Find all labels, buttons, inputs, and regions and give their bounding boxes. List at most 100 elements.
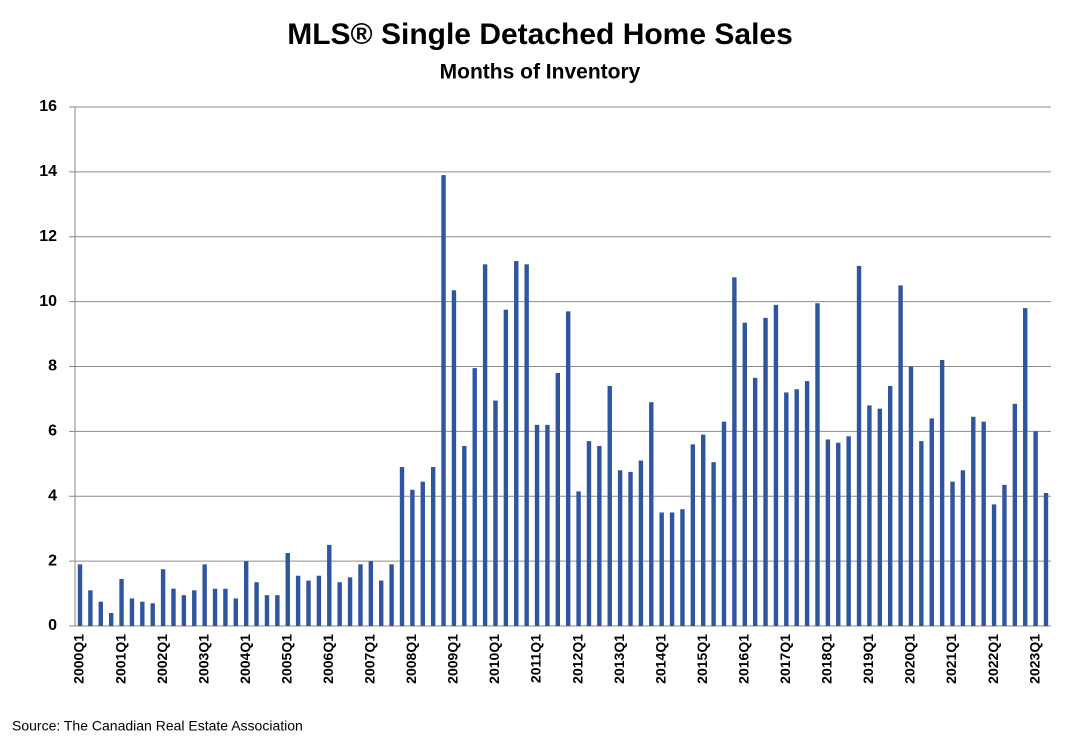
- bar: [379, 580, 384, 626]
- x-tick-label: 2012Q1: [569, 634, 585, 684]
- bar: [389, 564, 394, 626]
- chart-title: MLS® Single Detached Home Sales: [287, 18, 793, 51]
- bar: [701, 434, 706, 626]
- bar: [628, 471, 633, 626]
- x-tick-label: 2021Q1: [943, 634, 959, 684]
- x-tick-label: 2013Q1: [611, 634, 627, 684]
- x-tick-label: 2022Q1: [985, 634, 1001, 684]
- bar: [192, 590, 197, 626]
- x-tick-label: 2009Q1: [445, 634, 461, 684]
- bar: [493, 400, 498, 626]
- y-tick-label: 14: [39, 163, 57, 180]
- x-tick-label: 2004Q1: [237, 634, 253, 684]
- x-tick-label: 2019Q1: [860, 634, 876, 684]
- bar: [306, 580, 311, 626]
- bar: [825, 439, 831, 626]
- bar: [399, 467, 405, 626]
- bar: [243, 561, 249, 626]
- bar: [981, 421, 986, 626]
- bar: [1023, 308, 1028, 626]
- x-tick-label: 2016Q1: [735, 634, 751, 684]
- bar: [327, 544, 332, 626]
- x-tick-label: 2010Q1: [486, 634, 502, 684]
- bar: [659, 512, 664, 626]
- y-tick-label: 8: [48, 358, 57, 375]
- bar: [545, 424, 550, 626]
- bar: [254, 582, 259, 626]
- bar: [991, 504, 997, 626]
- bar: [358, 564, 363, 626]
- x-tick-label: 2023Q1: [1026, 634, 1042, 684]
- bar: [108, 613, 114, 626]
- bar: [275, 595, 280, 626]
- bar: [804, 381, 810, 626]
- bar: [212, 588, 218, 626]
- x-tick-label: 2006Q1: [320, 634, 336, 684]
- y-tick-label: 12: [39, 228, 57, 245]
- chart-subtitle: Months of Inventory: [440, 61, 641, 84]
- bar: [939, 360, 945, 626]
- bar: [960, 470, 966, 626]
- x-tick-label: 2011Q1: [528, 634, 544, 683]
- bar: [638, 460, 644, 626]
- bar: [316, 575, 322, 626]
- x-tick-label: 2002Q1: [154, 634, 170, 684]
- bar: [877, 408, 883, 626]
- bar: [160, 569, 166, 626]
- x-tick-label: 2015Q1: [694, 634, 710, 684]
- bar: [88, 590, 93, 626]
- bar: [295, 575, 301, 626]
- y-tick-label: 4: [48, 487, 57, 504]
- bar: [576, 491, 581, 626]
- bar: [908, 366, 914, 626]
- bar: [534, 424, 540, 626]
- bar: [482, 264, 488, 626]
- bar: [233, 598, 239, 626]
- bar: [721, 421, 727, 626]
- bar: [1033, 431, 1038, 626]
- bar: [617, 470, 623, 626]
- x-tick-label: 2001Q1: [112, 634, 128, 684]
- x-tick-label: 2020Q1: [902, 634, 918, 684]
- bar: [150, 603, 155, 626]
- bar: [119, 578, 124, 626]
- bar: [524, 264, 529, 626]
- bar: [815, 303, 820, 626]
- y-tick-label: 10: [39, 293, 57, 310]
- bar: [887, 385, 893, 626]
- bar: [472, 368, 477, 626]
- bar: [1043, 493, 1049, 626]
- x-tick-label: 2003Q1: [195, 634, 211, 684]
- bar: [763, 317, 768, 626]
- bar: [1002, 484, 1007, 626]
- bar: [867, 405, 872, 626]
- bar: [919, 441, 924, 626]
- source-note: Source: The Canadian Real Estate Associa…: [12, 718, 303, 734]
- bar: [441, 175, 446, 626]
- x-tick-label: 2000Q1: [71, 634, 87, 684]
- bar: [856, 265, 862, 626]
- bar: [565, 311, 571, 626]
- bar: [898, 285, 903, 626]
- bar: [971, 416, 976, 626]
- bar: [462, 445, 467, 626]
- bar: [140, 601, 145, 626]
- x-tick-label: 2018Q1: [819, 634, 835, 684]
- bar: [430, 467, 436, 626]
- x-tick-label: 2014Q1: [652, 634, 668, 684]
- bar: [929, 418, 934, 626]
- bar: [752, 377, 758, 626]
- bar: [1012, 403, 1018, 626]
- bar: [711, 462, 716, 626]
- bar: [784, 392, 789, 626]
- bar: [347, 577, 353, 626]
- y-tick-label: 6: [48, 423, 57, 440]
- bar: [264, 595, 270, 626]
- bar: [171, 588, 176, 626]
- bar: [514, 261, 519, 626]
- bar: [773, 304, 779, 626]
- y-tick-label: 0: [48, 617, 57, 634]
- bar: [846, 436, 851, 626]
